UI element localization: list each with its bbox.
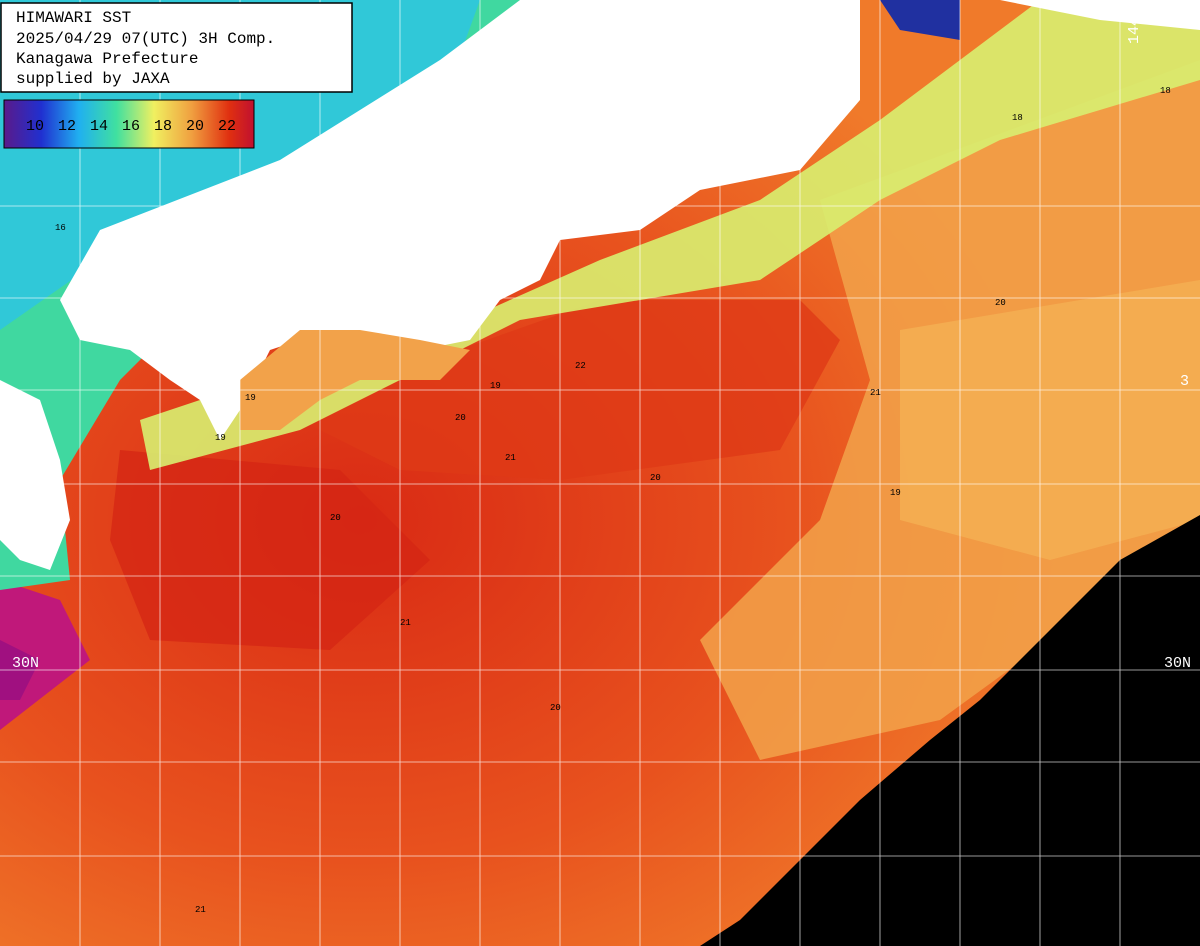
header-bg	[0, 2, 353, 93]
contour-label: 20	[650, 473, 661, 483]
contour-label: 19	[490, 381, 501, 391]
no-data	[700, 515, 1200, 946]
header-line: Kanagawa Prefecture	[16, 50, 198, 68]
contour-label: 22	[575, 361, 586, 371]
contour-label: 20	[455, 413, 466, 423]
legend-label: 20	[186, 118, 204, 135]
cold-patch	[880, 0, 960, 40]
lat-label: 30N	[12, 655, 39, 672]
contour-label: 20	[550, 703, 561, 713]
header-line: HIMAWARI SST	[16, 9, 131, 27]
contour-label: 21	[195, 905, 206, 915]
contour-label: 21	[505, 453, 516, 463]
color-legend: 10 12 14 16 18 20 22	[3, 99, 255, 149]
header-line: supplied by JAXA	[16, 70, 170, 88]
lon-label: 144E	[1126, 8, 1143, 44]
land	[0, 0, 1200, 570]
honshu	[60, 0, 860, 440]
contour-labels: 19 19 20 21 21 22 20 19 19 18 16 20 21 20 19 21 20 18	[55, 86, 1171, 915]
cool-water	[900, 280, 1200, 560]
legend-label: 16	[122, 118, 140, 135]
contour-label: 19	[245, 393, 256, 403]
legend-label: 10	[26, 118, 44, 135]
legend-label: 12	[58, 118, 76, 135]
lat-label: 30N	[1164, 655, 1191, 672]
contour-label: 20	[995, 298, 1006, 308]
lat-label: 3	[1180, 373, 1189, 390]
land-ne	[1000, 0, 1200, 30]
legend-label: 22	[218, 118, 236, 135]
shikoku-sea	[240, 330, 470, 430]
contour-label: 21	[870, 388, 881, 398]
contour-label: 18	[1012, 113, 1023, 123]
contour-label: 21	[400, 618, 411, 628]
color-bar	[3, 99, 255, 149]
legend-label: 18	[154, 118, 172, 135]
contour-label: 18	[1160, 86, 1171, 96]
contour-label: 19	[890, 488, 901, 498]
kyushu	[0, 380, 70, 570]
header-box: HIMAWARI SST 2025/04/29 07(UTC) 3H Comp.…	[0, 2, 353, 93]
contour-label: 16	[55, 223, 66, 233]
header-line: 2025/04/29 07(UTC) 3H Comp.	[16, 30, 275, 48]
kuroshio	[110, 450, 430, 650]
legend-label: 14	[90, 118, 108, 135]
contour-label: 20	[330, 513, 341, 523]
contour-label: 19	[1015, 673, 1026, 683]
contour-label: 19	[215, 433, 226, 443]
